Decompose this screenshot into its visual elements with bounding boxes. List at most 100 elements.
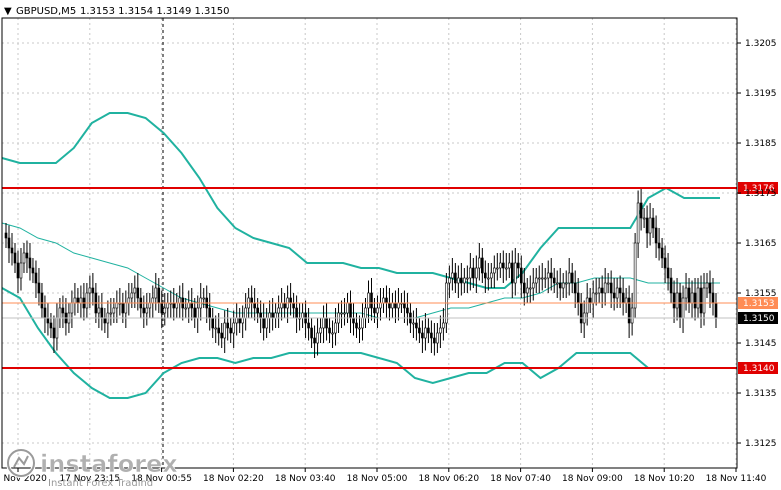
candle-body: [235, 317, 238, 324]
candle-body: [292, 302, 295, 309]
logo-brand: instaforex: [40, 450, 178, 478]
candle-body: [7, 237, 11, 249]
candle-body: [289, 297, 292, 304]
candle-body: [37, 282, 41, 294]
candle-body: [627, 297, 631, 324]
candle-body: [358, 327, 361, 330]
symbol-arrow-icon[interactable]: ▼: [4, 6, 12, 17]
candle-body: [112, 307, 116, 314]
candle-body: [388, 302, 391, 309]
x-tick-label: 18 Nov 07:40: [490, 474, 551, 484]
candle-body: [316, 332, 319, 344]
candle-body: [639, 202, 643, 219]
candle-body: [708, 282, 712, 294]
candle-body: [687, 287, 691, 304]
candle-body: [265, 317, 268, 329]
y-tick-label: 1.3185: [745, 139, 777, 149]
y-tick-label: 1.3145: [745, 339, 777, 349]
candle-body: [178, 297, 182, 304]
candle-body: [531, 282, 535, 289]
candle-body: [229, 327, 232, 334]
candle-body: [522, 282, 526, 294]
candle-body: [133, 287, 137, 294]
candle-body: [576, 292, 580, 304]
candle-body: [537, 277, 541, 280]
y-tick-label: 1.3205: [745, 39, 777, 49]
candle-body: [412, 322, 415, 325]
candle-body: [376, 307, 379, 314]
candle-body: [130, 292, 134, 299]
candle-body: [675, 292, 679, 309]
candle-body: [148, 302, 152, 309]
candle-body: [277, 307, 280, 314]
candle-body: [349, 302, 352, 319]
candle-body: [612, 292, 616, 299]
x-tick-label: 18 Nov 03:40: [275, 474, 336, 484]
candle-body: [310, 327, 313, 339]
candle-body: [442, 322, 445, 329]
candle-body: [460, 277, 463, 284]
candle-body: [463, 277, 466, 284]
y-tick-label: 1.3165: [745, 239, 777, 249]
candle-body: [142, 307, 146, 314]
candle-body: [507, 262, 511, 269]
candle-body: [666, 267, 670, 279]
candle-body: [394, 302, 397, 309]
candle-body: [355, 322, 358, 329]
candle-body: [196, 307, 200, 319]
candle-body: [166, 302, 170, 309]
candle-body: [262, 317, 265, 329]
candle-body: [61, 307, 65, 314]
candle-body: [684, 287, 688, 299]
candle-body: [10, 247, 14, 254]
candle-body: [85, 292, 89, 309]
candle-body: [528, 287, 532, 290]
candle-body: [217, 327, 221, 334]
bollinger-bands: [1, 112, 720, 399]
candle-body: [100, 307, 104, 319]
logo-icon: [6, 448, 36, 478]
candle-body: [615, 287, 619, 299]
logo-tagline: Instant Forex Trading: [48, 478, 153, 486]
candle-body: [693, 292, 697, 309]
candle-body: [97, 307, 101, 314]
candle-body: [457, 277, 460, 284]
candle-body: [157, 287, 161, 304]
candle-body: [669, 277, 673, 294]
chart-ohlc: 1.3153 1.3154 1.3149 1.3150: [80, 6, 230, 17]
candle-body: [702, 287, 706, 314]
candle-body: [373, 307, 376, 314]
candle-body: [448, 277, 451, 284]
x-tick-label: 18 Nov 06:20: [418, 474, 479, 484]
candle-body: [274, 312, 277, 319]
candle-body: [585, 297, 589, 314]
candle-body: [127, 297, 131, 304]
y-tick-label: 1.3195: [745, 89, 777, 99]
candle-body: [307, 322, 310, 329]
lower-band-line: [1, 287, 720, 399]
y-tick-label: 1.3135: [745, 389, 777, 399]
candle-body: [271, 312, 274, 319]
candle-body: [46, 317, 50, 324]
candle-body: [379, 302, 382, 309]
candle-body: [403, 302, 406, 309]
level-label: 1.3140: [743, 364, 775, 374]
candle-body: [591, 292, 595, 304]
candle-body: [214, 327, 218, 330]
candle-body: [561, 282, 565, 289]
candle-body: [570, 272, 574, 284]
candle-body: [109, 312, 113, 315]
candle-body: [13, 252, 17, 264]
candle-body: [642, 217, 646, 220]
candle-body: [484, 272, 487, 279]
candle-body: [501, 262, 505, 269]
candle-body: [454, 272, 457, 284]
bid-label: 1.3153: [743, 299, 775, 309]
candle-body: [481, 257, 484, 274]
candle-body: [28, 257, 32, 269]
candle-body: [352, 317, 355, 324]
candle-body: [519, 267, 523, 284]
candle-body: [513, 262, 517, 284]
candle-body: [469, 267, 472, 279]
